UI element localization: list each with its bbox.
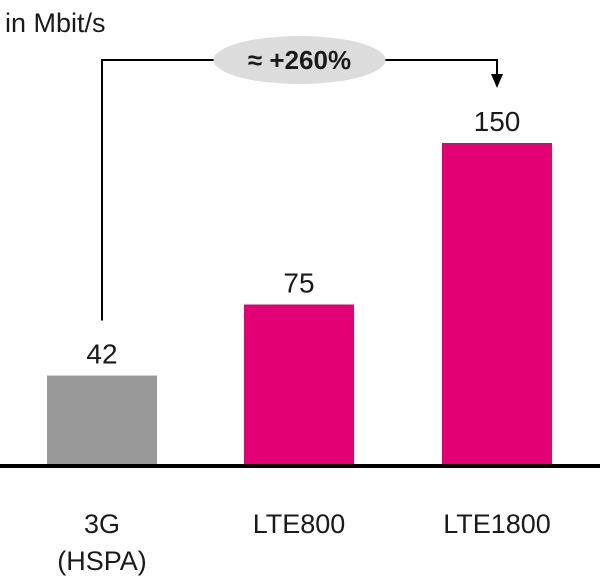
annotation-text: ≈ +260% (248, 45, 351, 75)
annotation-ellipse (213, 36, 386, 84)
category-label-0-line-1: (HSPA) (57, 546, 147, 576)
bar-1 (244, 304, 354, 466)
value-label-2: 150 (474, 106, 521, 137)
growth-annotation: ≈ +260% (101, 36, 503, 321)
value-labels-group: 42 75 150 (86, 106, 520, 370)
bar-2 (442, 143, 552, 466)
bars-group (47, 143, 552, 466)
category-label-2-line-0: LTE1800 (443, 509, 551, 539)
bar-0 (47, 375, 157, 466)
category-labels-group: 3G (HSPA) LTE800 LTE1800 (57, 509, 551, 576)
category-label-0-line-0: 3G (84, 509, 120, 539)
unit-label: in Mbit/s (5, 8, 106, 38)
value-label-1: 75 (283, 268, 314, 299)
category-label-1-line-0: LTE800 (253, 509, 346, 539)
value-label-0: 42 (86, 339, 117, 370)
annotation-arrowhead (491, 74, 503, 88)
